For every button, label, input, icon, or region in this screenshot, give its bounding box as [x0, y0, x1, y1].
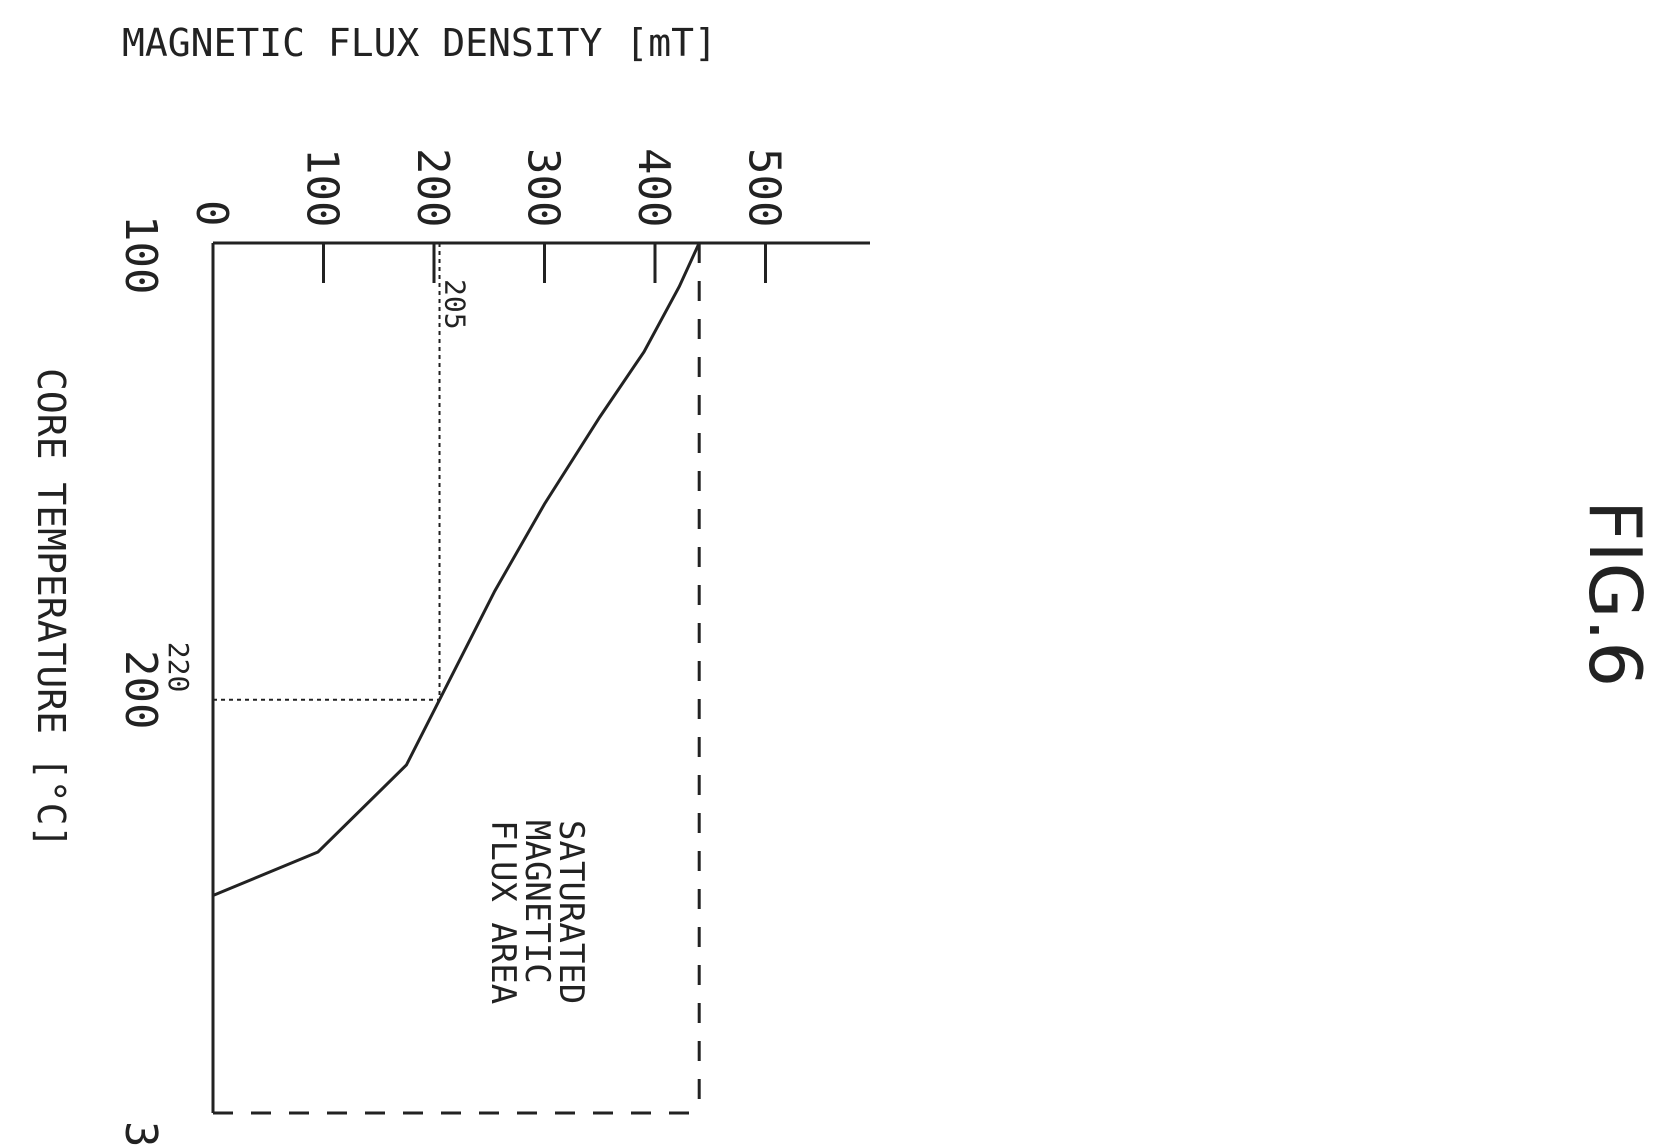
flux-tick-label-300: 300 [518, 148, 569, 227]
annotation-220: 220 [162, 642, 195, 693]
series-line [212, 242, 701, 897]
flux-tick-label-0: 0 [186, 200, 237, 227]
region-label-line-3: FLUX AREA [483, 820, 523, 1004]
flux-tick-label-100: 100 [297, 148, 348, 227]
temperature-tick-label-200: 200 [115, 650, 166, 729]
plot-area: 0 100 200 300 400 500 100 200 300 205 220 SATURATED… [115, 148, 870, 1147]
flux-tick-label-500: 500 [739, 148, 790, 227]
flux-tick-label-400: 400 [628, 148, 679, 227]
y-axis-label: MAGNETIC FLUX DENSITY [mT] [122, 21, 717, 65]
temperature-tick-label-300: 300 [115, 1121, 166, 1147]
temperature-tick-label-100: 100 [115, 215, 166, 294]
x-axis-label: CORE TEMPERATURE [°C] [29, 368, 73, 848]
flux-tick-label-200: 200 [407, 148, 458, 227]
region-label-line-2: MAGNETIC [517, 820, 557, 984]
region-label-line-1: SATURATED [551, 820, 591, 1004]
figure-label: FIG.6 [1573, 500, 1657, 687]
annotation-205: 205 [439, 279, 472, 330]
